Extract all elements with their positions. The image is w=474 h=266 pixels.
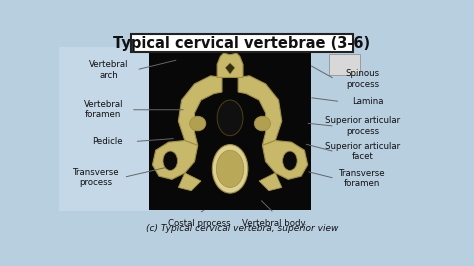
Ellipse shape (255, 116, 271, 131)
Text: Vertebral
foramen: Vertebral foramen (83, 100, 123, 119)
Ellipse shape (190, 116, 206, 131)
Text: Superior articular
process: Superior articular process (325, 117, 400, 136)
Text: Spinous
process: Spinous process (345, 69, 379, 89)
Ellipse shape (283, 151, 297, 171)
Polygon shape (217, 53, 243, 77)
FancyBboxPatch shape (59, 47, 150, 211)
Text: Superior articular
facet: Superior articular facet (325, 142, 400, 161)
Ellipse shape (216, 150, 244, 188)
Bar (149, 48, 311, 210)
Text: (c) Typical cervical vertebra, superior view: (c) Typical cervical vertebra, superior … (146, 224, 338, 233)
Polygon shape (178, 76, 222, 146)
Text: Transverse
foramen: Transverse foramen (339, 169, 386, 188)
Text: Transverse
process: Transverse process (73, 168, 119, 187)
Text: Lamina: Lamina (352, 97, 383, 106)
Polygon shape (238, 76, 282, 146)
Text: Vertebral
arch: Vertebral arch (89, 60, 128, 80)
Text: Vertebral body: Vertebral body (242, 219, 306, 228)
Polygon shape (259, 173, 282, 191)
FancyBboxPatch shape (131, 34, 353, 52)
Polygon shape (263, 140, 308, 179)
Polygon shape (225, 63, 235, 74)
Polygon shape (178, 173, 201, 191)
Ellipse shape (217, 100, 243, 136)
Bar (329, 55, 360, 75)
Ellipse shape (212, 145, 248, 193)
Text: Typical cervical vertebrae (3-6): Typical cervical vertebrae (3-6) (113, 36, 370, 51)
Text: Pedicle: Pedicle (91, 137, 122, 146)
Text: Costal process: Costal process (167, 219, 230, 228)
Polygon shape (153, 140, 198, 179)
Ellipse shape (163, 151, 178, 171)
